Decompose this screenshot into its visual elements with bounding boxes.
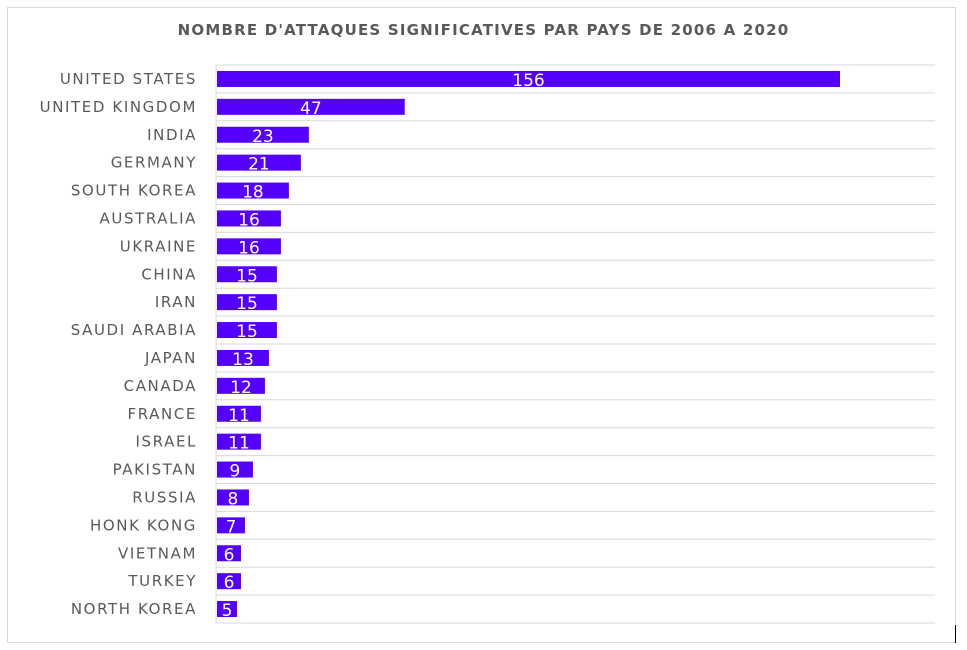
category-label: AUSTRALIA — [100, 209, 197, 227]
category-label: UNITED KINGDOM — [40, 98, 197, 116]
category-label: PAKISTAN — [113, 461, 197, 479]
category-label: GERMANY — [111, 154, 197, 172]
data-label: 16 — [238, 238, 260, 258]
bar — [217, 461, 253, 478]
data-label: 11 — [228, 406, 250, 426]
data-label: 11 — [228, 434, 250, 454]
bar — [217, 294, 277, 311]
data-label: 21 — [248, 155, 270, 175]
bar — [217, 154, 301, 171]
bar — [217, 210, 281, 227]
data-label: 13 — [232, 350, 254, 370]
data-label: 6 — [224, 573, 235, 593]
category-label: UNITED STATES — [60, 70, 197, 88]
bar — [217, 377, 265, 394]
category-label: SOUTH KOREA — [71, 182, 197, 200]
category-label: VIETNAM — [118, 544, 197, 562]
bar — [217, 182, 289, 199]
category-label: JAPAN — [144, 349, 197, 367]
data-label: 47 — [300, 99, 322, 119]
data-label: 23 — [252, 127, 274, 147]
category-label: CANADA — [124, 377, 197, 395]
chart-frame — [7, 7, 956, 643]
bar — [217, 238, 281, 255]
data-label: 7 — [226, 517, 237, 537]
data-label: 16 — [238, 210, 260, 230]
data-label: 15 — [236, 322, 258, 342]
bar — [217, 126, 309, 143]
data-label: 6 — [224, 545, 235, 565]
bar — [217, 70, 840, 87]
data-label: 5 — [222, 601, 233, 621]
data-label: 9 — [230, 462, 241, 482]
bar — [217, 349, 269, 366]
bar — [217, 266, 277, 283]
bar — [217, 545, 241, 562]
data-label: 156 — [512, 71, 544, 91]
category-label: CHINA — [141, 265, 197, 283]
category-label: ISRAEL — [136, 433, 197, 451]
category-label: RUSSIA — [132, 488, 197, 506]
category-label: HONK KONG — [90, 516, 197, 534]
bar — [217, 489, 249, 506]
data-label: 15 — [236, 266, 258, 286]
edge-mark — [955, 625, 956, 643]
bar — [217, 433, 261, 450]
bar — [217, 573, 241, 590]
category-label: NORTH KOREA — [71, 600, 197, 618]
bar — [217, 322, 277, 339]
bar — [217, 517, 245, 534]
bar — [217, 98, 405, 115]
bar — [217, 405, 261, 422]
category-label: IRAN — [155, 293, 197, 311]
category-label: UKRAINE — [120, 237, 197, 255]
category-label: TURKEY — [127, 572, 197, 590]
chart-title: NOMBRE D'ATTAQUES SIGNIFICATIVES PAR PAY… — [177, 21, 790, 39]
bar — [217, 601, 237, 618]
data-label: 18 — [242, 183, 264, 203]
data-label: 15 — [236, 294, 258, 314]
category-label: INDIA — [147, 126, 197, 144]
data-label: 12 — [230, 378, 252, 398]
category-label: FRANCE — [128, 405, 197, 423]
data-label: 8 — [228, 489, 239, 509]
category-label: SAUDI ARABIA — [71, 321, 197, 339]
